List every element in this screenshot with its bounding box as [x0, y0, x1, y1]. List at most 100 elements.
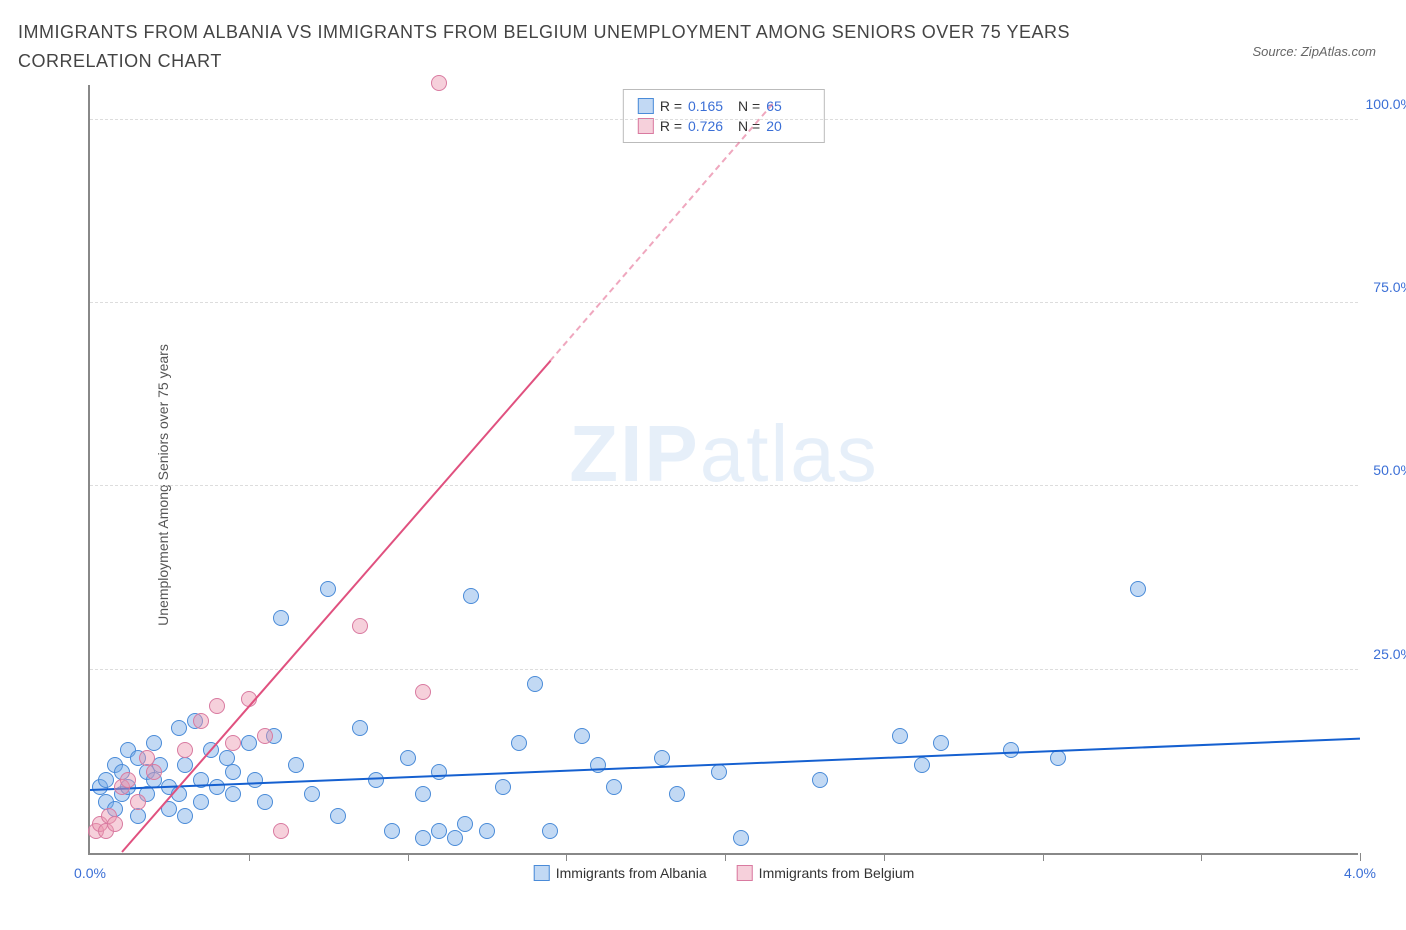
n-value: 20 — [766, 118, 810, 134]
y-tick-label: 25.0% — [1373, 646, 1406, 662]
data-point — [1130, 581, 1146, 597]
data-point — [171, 720, 187, 736]
data-point — [177, 808, 193, 824]
y-tick-label: 100.0% — [1366, 96, 1406, 112]
data-point — [495, 779, 511, 795]
data-point — [120, 772, 136, 788]
data-point — [733, 830, 749, 846]
data-point — [463, 588, 479, 604]
x-tick — [249, 853, 250, 861]
x-tick — [884, 853, 885, 861]
data-point — [193, 794, 209, 810]
data-point — [933, 735, 949, 751]
data-point — [130, 794, 146, 810]
data-point — [330, 808, 346, 824]
data-point — [288, 757, 304, 773]
y-tick-label: 50.0% — [1373, 462, 1406, 478]
x-tick — [566, 853, 567, 861]
data-point — [1003, 742, 1019, 758]
data-point — [247, 772, 263, 788]
x-tick — [1360, 853, 1361, 861]
data-point — [479, 823, 495, 839]
data-point — [384, 823, 400, 839]
legend-row: R = 0.165 N = 65 — [638, 96, 810, 116]
data-point — [892, 728, 908, 744]
y-tick-label: 75.0% — [1373, 279, 1406, 295]
legend-swatch — [638, 118, 654, 134]
n-label: N = — [738, 98, 760, 114]
chart-inner: ZIPatlas R =0.165N =65R =0.726N =20 Immi… — [88, 85, 1358, 855]
data-point — [320, 581, 336, 597]
series-legend: Immigrants from Albania Immigrants from B… — [534, 865, 915, 881]
plot-area: Unemployment Among Seniors over 75 years… — [60, 85, 1380, 885]
data-point — [431, 764, 447, 780]
data-point — [177, 742, 193, 758]
data-point — [257, 728, 273, 744]
data-point — [219, 750, 235, 766]
data-point — [273, 610, 289, 626]
data-point — [225, 764, 241, 780]
source-text: Source: ZipAtlas.com — [1252, 44, 1376, 59]
data-point — [241, 735, 257, 751]
data-point — [654, 750, 670, 766]
data-point — [209, 779, 225, 795]
data-point — [352, 618, 368, 634]
r-value: 0.726 — [688, 118, 732, 134]
n-value: 65 — [766, 98, 810, 114]
data-point — [415, 786, 431, 802]
data-point — [352, 720, 368, 736]
data-point — [669, 786, 685, 802]
legend-swatch — [534, 865, 550, 881]
gridline — [90, 485, 1358, 486]
data-point — [130, 808, 146, 824]
data-point — [257, 794, 273, 810]
data-point — [273, 823, 289, 839]
data-point — [415, 830, 431, 846]
data-point — [431, 75, 447, 91]
watermark-zip: ZIP — [569, 409, 699, 498]
legend-label: Immigrants from Albania — [556, 865, 707, 881]
data-point — [542, 823, 558, 839]
trend-line — [90, 737, 1360, 790]
gridline — [90, 119, 1358, 120]
data-point — [225, 735, 241, 751]
x-tick — [408, 853, 409, 861]
x-tick — [1043, 853, 1044, 861]
data-point — [193, 713, 209, 729]
data-point — [225, 786, 241, 802]
r-label: R = — [660, 98, 682, 114]
data-point — [527, 676, 543, 692]
data-point — [304, 786, 320, 802]
x-tick — [1201, 853, 1202, 861]
x-tick — [725, 853, 726, 861]
data-point — [914, 757, 930, 773]
data-point — [431, 823, 447, 839]
r-value: 0.165 — [688, 98, 732, 114]
gridline — [90, 302, 1358, 303]
data-point — [146, 735, 162, 751]
data-point — [812, 772, 828, 788]
correlation-legend: R =0.165N =65R =0.726N =20 — [623, 89, 825, 143]
legend-swatch — [737, 865, 753, 881]
watermark-atlas: atlas — [700, 409, 879, 498]
legend-item: Immigrants from Albania — [534, 865, 707, 881]
data-point — [457, 816, 473, 832]
data-point — [107, 816, 123, 832]
data-point — [574, 728, 590, 744]
data-point — [447, 830, 463, 846]
data-point — [606, 779, 622, 795]
data-point — [711, 764, 727, 780]
data-point — [209, 698, 225, 714]
data-point — [146, 764, 162, 780]
chart-title: IMMIGRANTS FROM ALBANIA VS IMMIGRANTS FR… — [18, 18, 1118, 76]
legend-swatch — [638, 98, 654, 114]
data-point — [511, 735, 527, 751]
data-point — [415, 684, 431, 700]
r-label: R = — [660, 118, 682, 134]
legend-label: Immigrants from Belgium — [759, 865, 915, 881]
data-point — [400, 750, 416, 766]
legend-item: Immigrants from Belgium — [737, 865, 915, 881]
x-tick-label: 4.0% — [1344, 865, 1376, 881]
data-point — [139, 750, 155, 766]
x-tick-label: 0.0% — [74, 865, 106, 881]
